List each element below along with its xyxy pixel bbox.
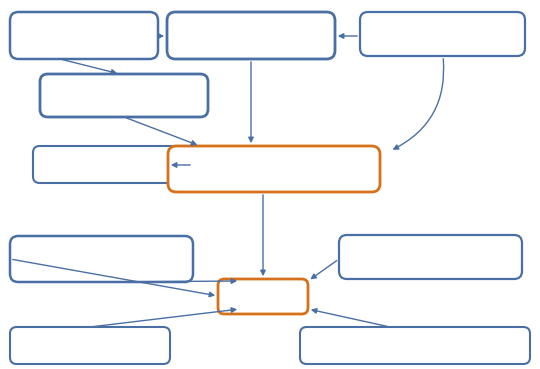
FancyBboxPatch shape bbox=[33, 146, 193, 183]
FancyBboxPatch shape bbox=[360, 12, 525, 56]
FancyBboxPatch shape bbox=[167, 12, 335, 59]
FancyBboxPatch shape bbox=[300, 327, 530, 364]
FancyBboxPatch shape bbox=[339, 235, 522, 279]
FancyBboxPatch shape bbox=[10, 327, 170, 364]
FancyBboxPatch shape bbox=[218, 279, 308, 314]
FancyBboxPatch shape bbox=[10, 236, 193, 282]
FancyBboxPatch shape bbox=[168, 146, 380, 192]
FancyBboxPatch shape bbox=[10, 12, 158, 59]
FancyBboxPatch shape bbox=[40, 74, 208, 117]
